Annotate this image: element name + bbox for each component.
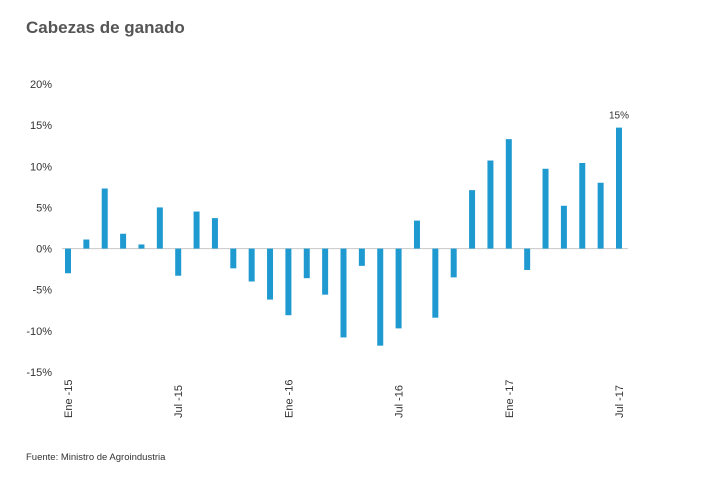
x-tick-label: Jul -16	[394, 385, 406, 418]
bars-series	[65, 127, 622, 346]
bar-jul-16	[395, 248, 402, 329]
bar-abr-15	[120, 233, 127, 249]
bar-ago-16	[413, 220, 420, 249]
y-tick-label: 0%	[36, 244, 52, 256]
bar-mar-16	[322, 248, 329, 295]
y-tick-label: -5%	[32, 285, 52, 297]
bar-oct-16	[450, 248, 457, 278]
data-label: 15%	[609, 111, 629, 122]
bar-abr-17	[560, 205, 567, 249]
y-axis-ticks: 20% 15% 10% 5% 0% -5% -10% -15%	[26, 79, 52, 379]
bar-may-15	[138, 244, 145, 249]
y-tick-label: 10%	[30, 161, 52, 173]
x-axis-ticks: Ene -15 Jul -15 Ene -16 Jul -16 Ene -17 Jul -…	[63, 379, 626, 418]
y-tick-label: -15%	[26, 367, 52, 379]
bar-jun-16	[377, 248, 384, 346]
bar-ene-15	[65, 248, 71, 274]
bar-dic-15	[267, 248, 274, 300]
chart-title: Cabezas de ganado	[26, 18, 185, 37]
bar-jul-15	[175, 248, 182, 276]
bar-ago-15	[193, 211, 200, 249]
bar-may-16	[358, 248, 365, 266]
chart-annotations: 15%	[609, 111, 629, 122]
bar-ene-16	[285, 248, 292, 316]
bar-sep-15	[211, 218, 218, 249]
bar-jun-17	[597, 182, 604, 249]
bar-may-17	[579, 162, 586, 249]
x-tick-label: Ene -17	[504, 379, 516, 418]
x-tick-label: Jul -15	[173, 385, 185, 418]
x-tick-label: Jul -17	[614, 385, 626, 418]
bar-nov-15	[248, 248, 255, 282]
chart-plot: 20%15%10%5%0%-5%-10%-15% Ene -15 Jul -15 E…	[26, 79, 629, 418]
bar-sep-16	[432, 248, 439, 318]
bar-ene-17	[505, 139, 512, 249]
bar-mar-17	[542, 168, 549, 249]
bar-jun-15	[156, 207, 163, 249]
bar-abr-16	[340, 248, 347, 338]
bar-jul-17	[616, 127, 622, 249]
bar-feb-15	[83, 239, 90, 249]
bar-feb-16	[303, 248, 310, 279]
source-note: Fuente: Ministro de Agroindustria	[26, 452, 166, 463]
y-tick-label: 20%	[30, 79, 52, 91]
y-tick-label: 15%	[30, 120, 52, 132]
y-tick-label: -10%	[26, 326, 52, 338]
bar-nov-16	[469, 190, 476, 249]
x-tick-label: Ene -15	[63, 379, 75, 418]
bar-mar-15	[101, 188, 108, 249]
y-tick-label: 5%	[36, 202, 52, 214]
bar-feb-17	[524, 248, 531, 270]
bar-oct-15	[230, 248, 237, 269]
bar-dic-16	[487, 160, 494, 249]
x-tick-label: Ene -16	[283, 379, 295, 418]
